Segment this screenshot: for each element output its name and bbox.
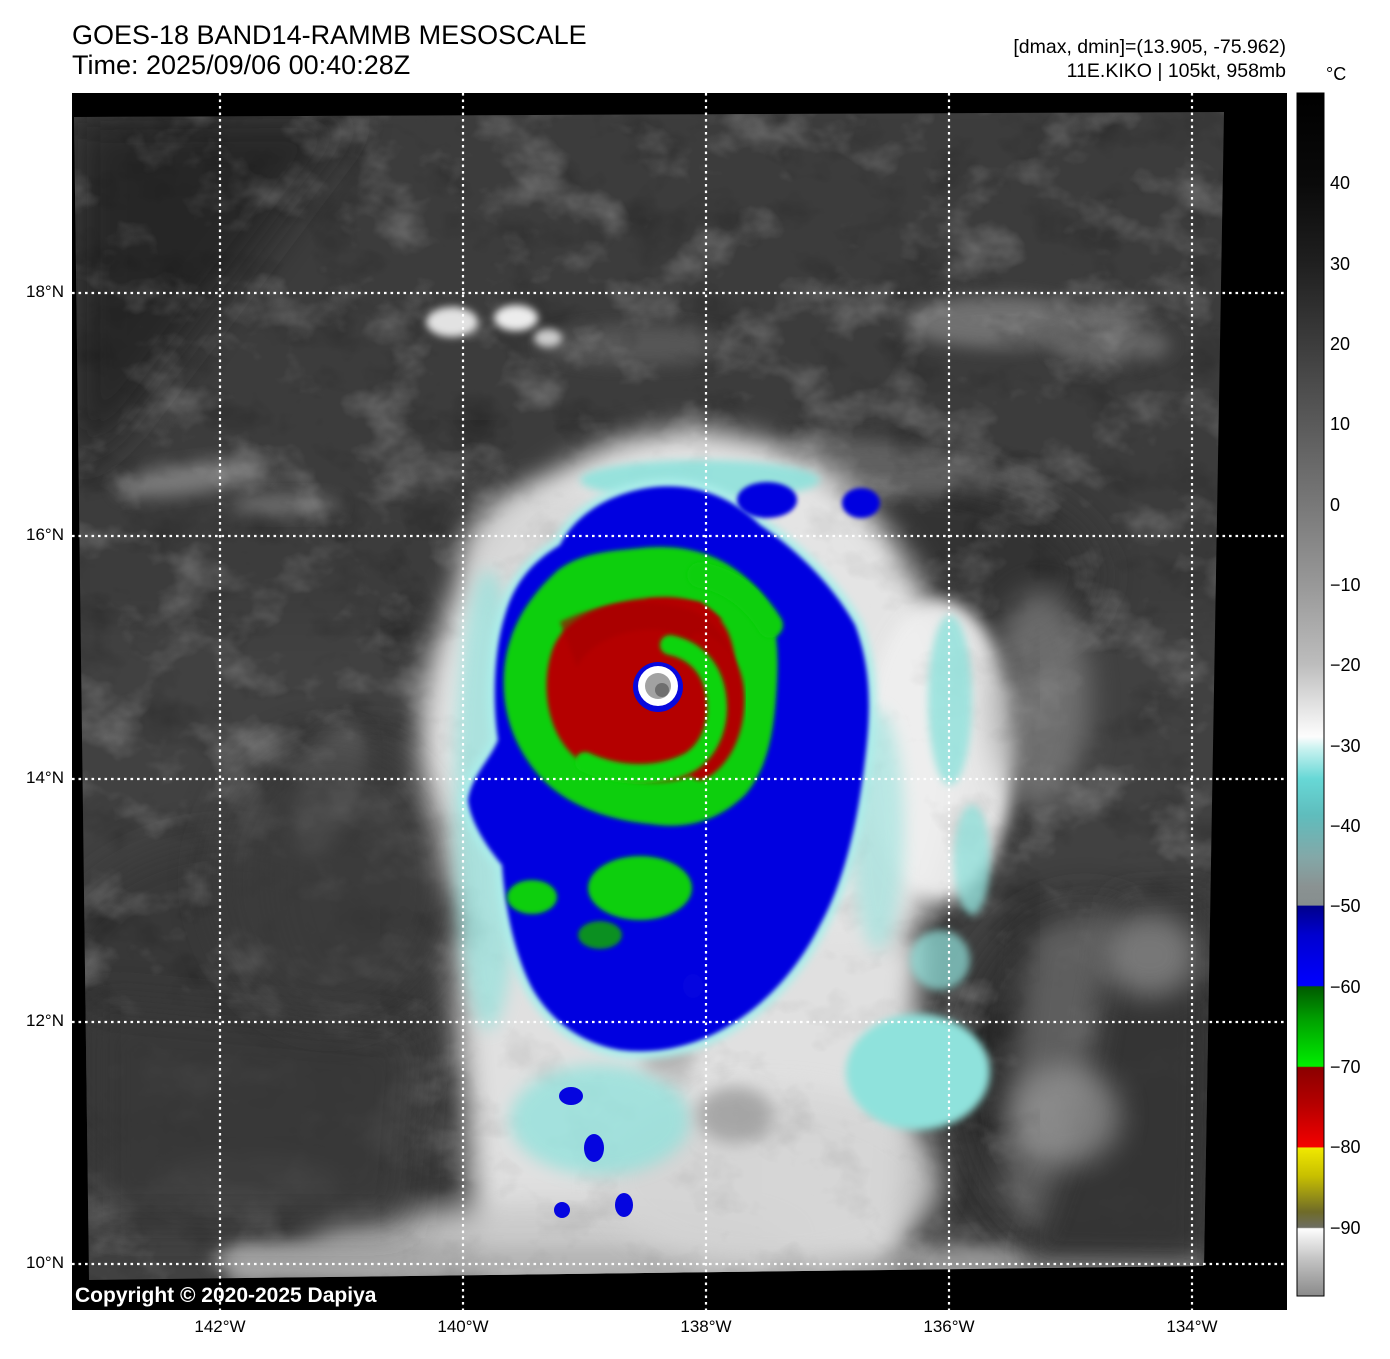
svg-text:134°W: 134°W bbox=[1166, 1317, 1217, 1336]
svg-text:40: 40 bbox=[1330, 173, 1350, 193]
svg-text:−20: −20 bbox=[1330, 655, 1361, 675]
svg-text:Copyright © 2020-2025 Dapiya: Copyright © 2020-2025 Dapiya bbox=[75, 1284, 377, 1307]
svg-text:136°W: 136°W bbox=[923, 1317, 974, 1336]
svg-text:°C: °C bbox=[1326, 64, 1346, 84]
svg-text:−60: −60 bbox=[1330, 977, 1361, 997]
svg-text:[dmax, dmin]=(13.905, -75.962): [dmax, dmin]=(13.905, -75.962) bbox=[1013, 36, 1286, 58]
svg-text:140°W: 140°W bbox=[437, 1317, 488, 1336]
svg-text:−50: −50 bbox=[1330, 896, 1361, 916]
svg-text:Time: 2025/09/06 00:40:28Z: Time: 2025/09/06 00:40:28Z bbox=[72, 50, 410, 80]
svg-text:20: 20 bbox=[1330, 334, 1350, 354]
svg-text:11E.KIKO | 105kt, 958mb: 11E.KIKO | 105kt, 958mb bbox=[1067, 60, 1286, 82]
svg-text:−30: −30 bbox=[1330, 736, 1361, 756]
svg-text:10: 10 bbox=[1330, 414, 1350, 434]
svg-text:18°N: 18°N bbox=[26, 282, 64, 301]
svg-text:−10: −10 bbox=[1330, 575, 1361, 595]
svg-text:10°N: 10°N bbox=[26, 1253, 64, 1272]
svg-text:16°N: 16°N bbox=[26, 525, 64, 544]
svg-text:30: 30 bbox=[1330, 254, 1350, 274]
svg-text:14°N: 14°N bbox=[26, 768, 64, 787]
svg-text:GOES-18 BAND14-RAMMB MESOSCALE: GOES-18 BAND14-RAMMB MESOSCALE bbox=[72, 20, 587, 50]
svg-text:−70: −70 bbox=[1330, 1057, 1361, 1077]
svg-text:138°W: 138°W bbox=[680, 1317, 731, 1336]
svg-text:−40: −40 bbox=[1330, 816, 1361, 836]
svg-text:−80: −80 bbox=[1330, 1137, 1361, 1157]
svg-text:−90: −90 bbox=[1330, 1218, 1361, 1238]
svg-text:0: 0 bbox=[1330, 495, 1340, 515]
svg-text:142°W: 142°W bbox=[194, 1317, 245, 1336]
svg-text:12°N: 12°N bbox=[26, 1011, 64, 1030]
